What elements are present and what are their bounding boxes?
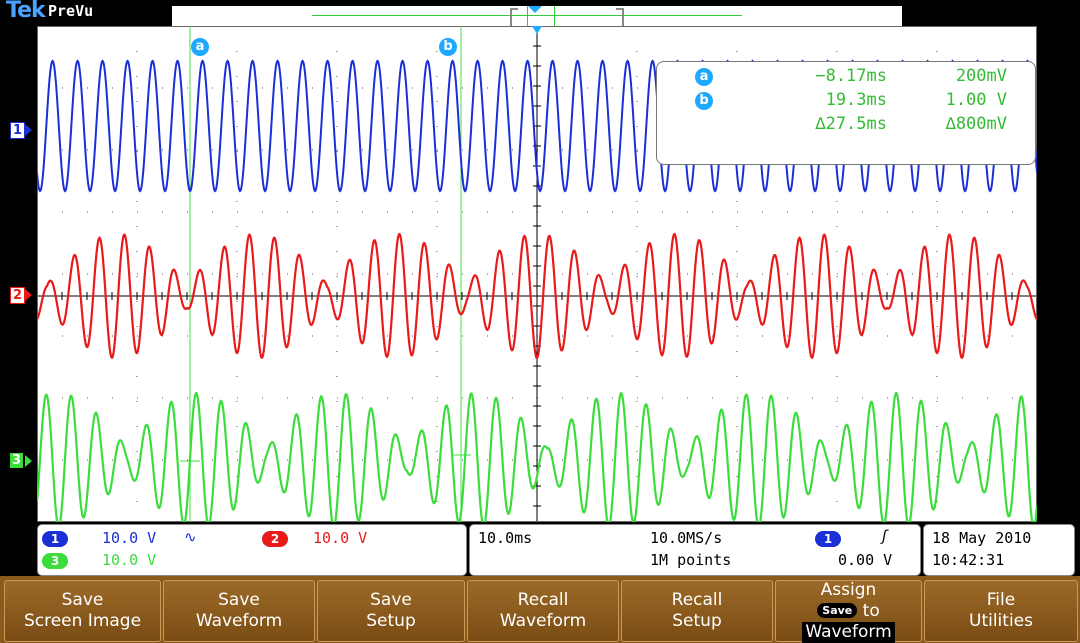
cursor-b-label[interactable]: b: [439, 38, 457, 56]
graticule: [37, 26, 1037, 522]
channel-3-marker-arrow: [25, 455, 32, 467]
tek-logo: Tek: [6, 0, 46, 23]
softkey-label-2: Setup: [366, 611, 416, 631]
softkey-label-1: Recall: [671, 590, 723, 610]
trigger-position-marker: [532, 26, 542, 34]
record-length: 1M points: [650, 551, 732, 569]
ch1-scale: 10.0 V: [102, 529, 157, 547]
trigger-position-icon: [528, 6, 542, 13]
cursor-delta-time: ∆27.5ms: [815, 114, 887, 134]
recall-waveform-button[interactable]: Recall Waveform: [467, 580, 619, 642]
cursor-delta-volt: ∆800mV: [945, 114, 1007, 134]
run-status: PreVu: [48, 2, 94, 20]
cursor-delta-row: ∆27.5ms ∆800mV: [657, 114, 1035, 138]
record-cursor-a: [527, 6, 528, 26]
date: 18 May 2010: [932, 529, 1032, 547]
file-utilities-button[interactable]: File Utilities: [924, 580, 1078, 642]
softkey-label-mid: Save to: [776, 601, 921, 622]
ch2-badge: 2: [262, 531, 288, 547]
ch3-badge: 3: [42, 553, 68, 569]
date-time-box: 18 May 2010 10:42:31: [923, 524, 1075, 576]
timebase: 10.0ms: [478, 529, 533, 547]
channel-1-marker[interactable]: 1: [10, 122, 32, 139]
channel-2-trace: [37, 232, 1037, 360]
softkey-label-1: Save: [61, 590, 104, 610]
cursor-readout: a −8.17ms 200mV b 19.3ms 1.00 V ∆27.5ms …: [656, 61, 1036, 165]
softkey-label-2: Waveform: [499, 611, 587, 631]
cursor-b-volt: 1.00 V: [945, 90, 1007, 110]
channel-1-marker-label: 1: [10, 122, 25, 139]
record-bracket-left: [510, 8, 518, 28]
time: 10:42:31: [932, 551, 1005, 569]
waveform-display[interactable]: [37, 26, 1037, 522]
assign-save-to-waveform-button[interactable]: Assign Save to Waveform: [775, 579, 922, 643]
trigger-level: 0.00 V: [838, 551, 893, 569]
softkey-label-1: Assign: [820, 579, 877, 600]
softkey-label-2: Waveform: [802, 621, 895, 643]
channel-2-marker-arrow: [25, 289, 32, 301]
save-setup-button[interactable]: Save Setup: [317, 580, 465, 642]
ch1-badge: 1: [42, 531, 68, 547]
softkey-label-to: to: [862, 600, 880, 621]
cursor-b-icon: b: [695, 92, 713, 110]
channel-2-marker-label: 2: [10, 287, 25, 304]
recall-setup-button[interactable]: Recall Setup: [621, 580, 773, 642]
record-view-bar: [172, 6, 902, 28]
ch3-scale: 10.0 V: [102, 551, 157, 569]
sample-rate: 10.0MS/s: [650, 529, 723, 547]
vertical-scale-box[interactable]: 1 10.0 V ∿ 2 10.0 V 3 10.0 V: [37, 524, 467, 576]
cursor-a-volt: 200mV: [955, 66, 1007, 86]
softkey-label-2: Waveform: [195, 611, 283, 631]
top-bar: Tek PreVu: [0, 0, 1080, 28]
cursor-b-time: 19.3ms: [825, 90, 887, 110]
channel-2-marker[interactable]: 2: [10, 287, 32, 304]
softkey-label-2: Utilities: [969, 611, 1033, 631]
save-waveform-button[interactable]: Save Waveform: [163, 580, 315, 642]
record-bracket-right: [616, 8, 624, 28]
softkey-label-2: Setup: [672, 611, 722, 631]
trigger-source-badge: 1: [815, 531, 841, 547]
record-cursor-b: [554, 6, 555, 26]
softkey-label-1: Recall: [517, 590, 569, 610]
cursor-b-row: b 19.3ms 1.00 V: [657, 90, 1035, 114]
softkey-label-2: Screen Image: [23, 611, 142, 631]
softkey-label-1: File: [986, 590, 1016, 610]
cursor-a-icon: a: [695, 68, 713, 86]
softkey-label-1: Save: [370, 590, 412, 610]
softkey-label-1: Save: [218, 590, 260, 610]
save-button-icon: Save: [817, 603, 858, 618]
channel-3-trace: [37, 391, 1037, 522]
status-bar: 1 10.0 V ∿ 2 10.0 V 3 10.0 V 10.0ms 10.0…: [0, 522, 1080, 576]
save-screen-image-button[interactable]: Save Screen Image: [4, 580, 161, 642]
ch2-scale: 10.0 V: [313, 529, 368, 547]
cursor-a-label[interactable]: a: [191, 38, 209, 56]
channel-1-marker-arrow: [25, 124, 32, 136]
trigger-slope-icon: ʃ: [880, 527, 890, 545]
cursor-a-row: a −8.17ms 200mV: [657, 66, 1035, 90]
channel-3-marker[interactable]: 3: [10, 453, 32, 470]
cursor-a-time: −8.17ms: [815, 66, 887, 86]
horizontal-trigger-box[interactable]: 10.0ms 10.0MS/s 1M points 1 ʃ 0.00 V: [469, 524, 921, 576]
softkey-menu: Save Screen Image Save Waveform Save Set…: [0, 576, 1080, 643]
channel-3-marker-label: 3: [10, 453, 23, 468]
ch1-coupling-icon: ∿: [184, 528, 197, 546]
